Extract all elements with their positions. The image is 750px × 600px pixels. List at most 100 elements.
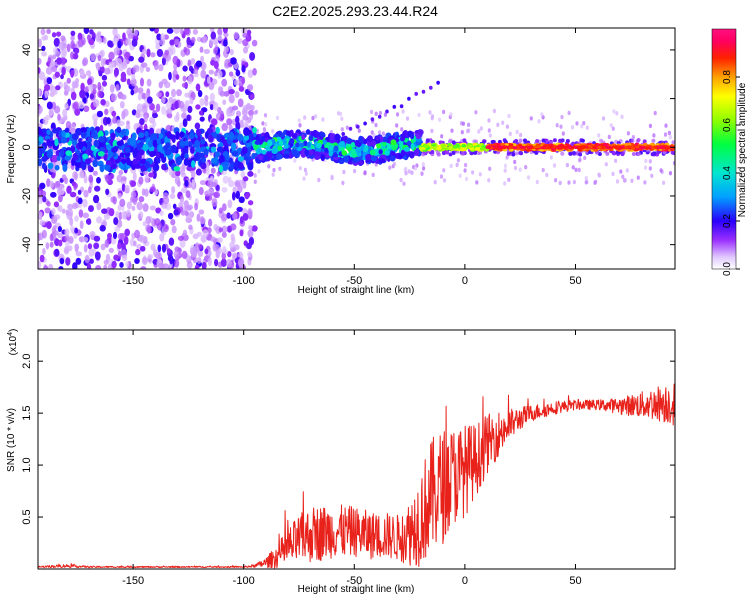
spectrogram-cell-1129 (203, 48, 211, 54)
spectrogram-cell-1398 (137, 213, 142, 220)
spectrogram-cell-188 (181, 187, 188, 194)
spectrogram-cell-1413 (340, 127, 344, 132)
spectrogram-cell-2125 (116, 126, 122, 134)
spectrogram-cell-687 (222, 99, 227, 105)
spectrogram-cell-1295 (252, 67, 257, 76)
spectrogram-cell-1531 (503, 168, 507, 173)
spectrogram-cell-1251 (182, 65, 188, 72)
spectrogram-cell-1611 (582, 121, 586, 126)
spectrogram-cell-641 (120, 71, 127, 81)
spectrogram-cell-2813 (314, 151, 321, 157)
spectrogram-cell-1462 (345, 125, 349, 130)
spectrogram-cell-761 (242, 176, 249, 182)
spectrogram-cell-133 (60, 74, 64, 80)
spectrogram-cell-1617 (574, 167, 578, 172)
spectrogram-cell-2884 (671, 140, 675, 145)
spectrogram-cell-2740 (341, 150, 348, 156)
spectrogram-cell-2121 (113, 145, 118, 153)
spectrogram-cell-2678 (334, 133, 341, 141)
spectrogram-cell-976 (137, 87, 144, 94)
spectrogram-cell-2796 (277, 145, 283, 151)
spectrogram-cell-2823 (390, 151, 396, 156)
spectrogram-cell-1213 (55, 50, 61, 58)
spectrogram-cell-1948 (124, 151, 131, 157)
spectrogram-cell-1502 (612, 109, 616, 114)
spectrogram-cell-945 (102, 219, 107, 226)
spectrogram-cell-963 (122, 108, 129, 117)
spectrogram-cell-1356 (158, 64, 164, 72)
spectrogram-cell-1429 (455, 162, 459, 168)
spectrogram-cell-1389 (124, 184, 130, 192)
spectrogram-cell-2889 (560, 151, 565, 156)
spectrogram-cell-783 (142, 105, 148, 114)
spectrogram-cell-1547 (648, 166, 652, 171)
spectrogram-cell-1790 (41, 162, 47, 170)
spectrogram-cell-1377 (139, 118, 145, 126)
spectrogram-cell-3635 (423, 144, 429, 149)
spectrogram-cell-2824 (319, 131, 326, 138)
spectrogram-cell-1203 (38, 57, 42, 65)
spectrogram-cell-2021 (247, 162, 254, 171)
spectrogram-cell-1081 (249, 114, 254, 120)
spectrogram-cell-1571 (433, 180, 437, 185)
spectrogram-cell-1575 (478, 172, 482, 177)
spectrogram-cell-729 (165, 101, 172, 110)
spectrogram-cell-1456 (664, 123, 668, 128)
spectrogram-cell-1518 (565, 162, 570, 168)
spectrogram-cell-1225 (112, 37, 119, 46)
spectrogram-cell-2016 (211, 131, 218, 137)
spectrogram-cell-2754 (409, 133, 415, 140)
spectrogram-cell-1139 (121, 183, 126, 192)
spectrogram-cell-1593 (584, 176, 588, 181)
spectrogram-cell-2023 (184, 152, 189, 160)
spectrogram-cell-3084 (462, 138, 467, 143)
spectrogram-cell-1468 (442, 168, 446, 173)
spectrogram-cell-2735 (400, 149, 406, 157)
spectrogram-cell-1554 (540, 112, 544, 117)
spectrogram-cell-1556 (417, 112, 421, 118)
spectrogram-cell-2825 (271, 147, 278, 155)
spectrogram-cell-2093 (106, 144, 112, 151)
spectrogram-marks (38, 28, 675, 269)
spectrogram-cell-229 (187, 105, 193, 114)
spectrogram-cell-1340 (107, 40, 113, 48)
spectrogram-cell-1032 (123, 236, 129, 245)
spectrogram-cell-1621 (422, 166, 426, 171)
spectrogram-cell-809 (156, 33, 162, 41)
spectrogram-cell-1434 (668, 171, 673, 176)
spectrogram-cell-9 (118, 169, 124, 176)
spectrogram-cell-2100 (179, 140, 186, 147)
spectrogram-cell-959 (159, 210, 164, 216)
spectrogram-cell-1613 (449, 112, 453, 117)
spectrogram-cell-1170 (141, 256, 148, 266)
spectrogram-cell-364 (143, 114, 148, 123)
spectrogram-cell-2656 (289, 138, 295, 145)
spectrogram-cell-292 (141, 92, 147, 100)
spectrogram-cell-1607 (535, 179, 539, 185)
spectrogram-cell-3840 (592, 145, 597, 149)
spectrogram-cell-3127 (473, 150, 478, 155)
spectrogram-cell-1408 (353, 168, 357, 174)
spectrogram-cell-205 (216, 171, 221, 177)
spectrogram-cell-1505 (554, 178, 558, 183)
spectrogram-cell-1320 (173, 250, 180, 259)
spectrogram-cell-1179 (94, 251, 101, 261)
spectrogram-cell-1500 (630, 178, 634, 183)
spectrogram-cell-1161 (161, 243, 167, 253)
spectrogram-cell-901 (244, 192, 250, 200)
spectrogram-cell-3070 (478, 150, 482, 155)
spectrogram-cell-1933 (132, 149, 138, 157)
spectrogram-cell-3853 (512, 146, 518, 150)
spectrogram-cell-1137 (145, 66, 151, 73)
spectrogram-cell-2077 (147, 139, 153, 148)
spectrogram-cell-2066 (179, 131, 185, 138)
spectrogram-cell-1591 (611, 171, 615, 177)
spectrogram-cell-1079 (213, 60, 219, 70)
spectrogram-cell-384 (190, 58, 196, 65)
spectrogram-cell-1172 (184, 179, 189, 187)
spectrogram-cell-2790 (338, 141, 345, 148)
spectrogram-cell-1342 (144, 174, 149, 184)
spectrogram-cell-341 (221, 123, 228, 132)
spectrogram-cell-2783 (350, 152, 358, 158)
spectrogram-cell-2818 (258, 154, 264, 161)
